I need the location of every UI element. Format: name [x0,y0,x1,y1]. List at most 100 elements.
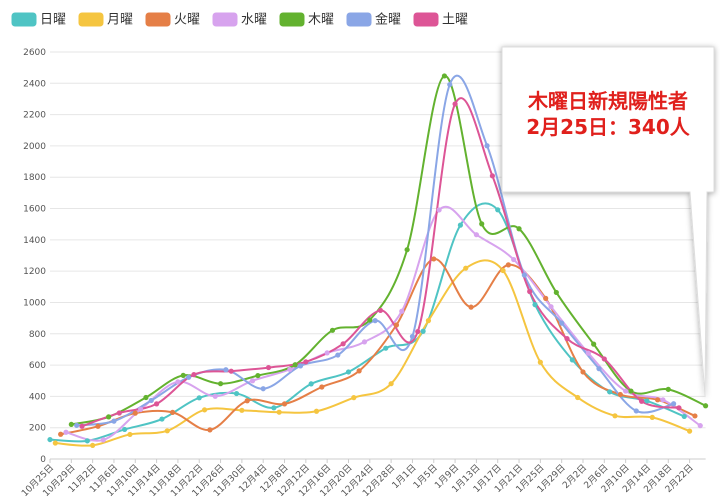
point [516,226,522,232]
point [100,437,106,443]
y-tick-label: 800 [29,330,46,340]
y-tick-label: 2400 [23,79,46,89]
line-segment [374,319,414,352]
point [106,414,112,420]
line-segment [231,366,269,373]
line-segment [246,398,285,406]
line-segment [480,223,520,235]
line-segment [652,416,690,433]
callout-line: 木曜日新規陽性者 [527,89,688,113]
line-segment [406,75,446,250]
line-segment [294,329,334,366]
point [532,302,538,308]
point [665,386,671,392]
point [521,272,527,278]
line-segment [411,84,451,337]
legend-swatch [212,12,238,27]
point [409,333,416,340]
line-segment [145,374,184,399]
line-segment [252,368,291,382]
point [569,357,575,363]
point [340,341,346,347]
line-segment [193,370,232,376]
point [255,372,261,379]
point [420,328,426,334]
line-segment [598,368,637,412]
point [377,307,384,314]
point [345,369,352,375]
point [361,339,368,345]
point [271,405,277,411]
line-segment [139,380,179,411]
point [58,431,64,437]
line-segment [587,352,627,392]
point [111,418,117,424]
line-segment [443,74,483,225]
point [164,428,170,434]
point [122,426,128,433]
point [148,397,154,404]
line-segment [348,347,387,373]
point [553,289,559,296]
point [367,317,373,323]
point [463,265,469,271]
line-segment [523,274,563,324]
point [154,401,160,407]
line-segment [305,342,344,363]
point [452,101,458,107]
point [79,423,85,429]
line-segment [321,370,360,388]
y-tick-label: 600 [29,361,46,371]
legend-swatch [279,12,305,27]
line-segment [198,391,237,399]
legend-swatch [413,12,439,27]
line-segment [183,374,221,385]
line-segment [150,376,189,402]
line-segment [400,209,440,312]
line-segment [470,263,509,309]
line-segment [465,259,504,272]
line-segment [113,399,152,423]
legend-label: 日曜 [40,13,66,28]
point [393,322,400,328]
legend-swatch [11,12,37,27]
callout-line: 2月25日：340人 [526,115,690,139]
point [681,413,687,420]
point [702,403,709,409]
point [607,389,613,395]
line-segment [300,354,339,367]
point [575,394,581,401]
line-segment [438,205,478,236]
point [484,143,490,149]
line-segment [502,269,542,363]
point [319,384,325,390]
point [601,356,607,362]
point [217,381,224,387]
line-segment [433,257,472,309]
y-tick-label: 1200 [23,267,46,277]
line-segment [577,396,616,417]
point [468,304,474,310]
line-segment [416,103,456,332]
point [201,407,208,413]
line-segment [241,409,280,414]
line-segment [161,396,200,421]
point [692,413,698,419]
line-segment [380,309,419,344]
point [287,366,293,373]
point [623,388,629,394]
line-segment [369,249,409,321]
y-tick-label: 1400 [23,236,46,246]
y-tick-label: 1600 [23,205,46,215]
line-segment [209,399,248,431]
line-segment [273,382,312,409]
line-segment [630,388,669,395]
line-segment [448,74,488,147]
point [351,395,357,401]
point [543,295,549,301]
point [175,379,181,385]
point [457,222,464,228]
line-segment [215,379,253,398]
legend-swatch [145,12,171,27]
